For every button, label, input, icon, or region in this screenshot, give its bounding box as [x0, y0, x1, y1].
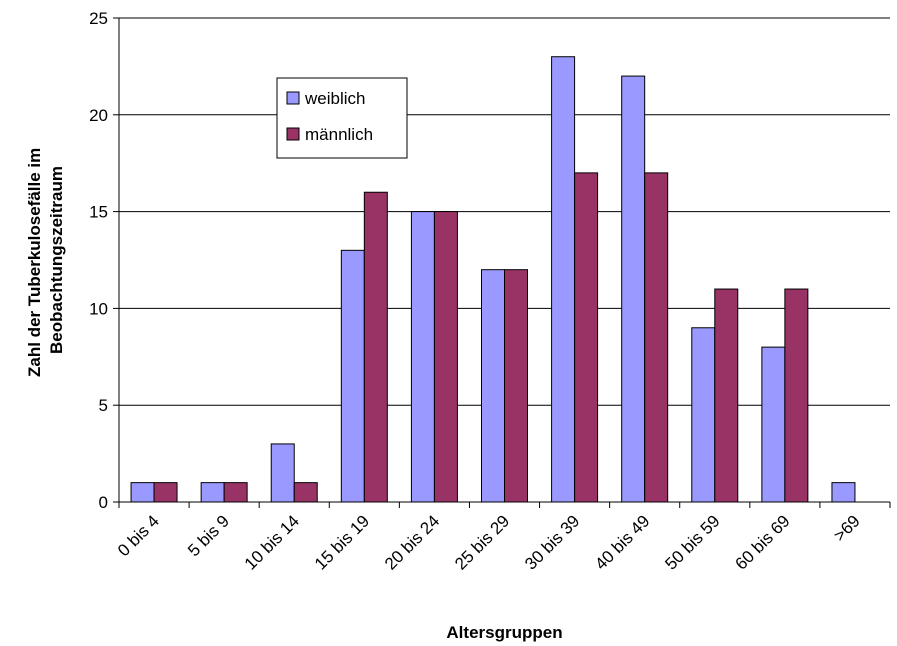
- x-tick-label-9: 60 bis 69: [731, 511, 793, 573]
- x-tick-label-3: 15 bis 19: [311, 511, 373, 573]
- bar-weiblich-9: [761, 346, 786, 503]
- bar-maennlich-5: [504, 269, 528, 503]
- legend-label-weiblich: weiblich: [304, 89, 365, 108]
- y-tick-label-25: 25: [89, 9, 108, 28]
- y-tick-label-20: 20: [89, 106, 108, 125]
- bar-maennlich-0: [153, 482, 178, 503]
- bar-weiblich-4: [410, 211, 435, 503]
- x-tick-label-0: 0 bis 4: [114, 511, 163, 560]
- y-tick-label-10: 10: [89, 299, 108, 318]
- x-axis-title: Altersgruppen: [446, 623, 562, 642]
- y-axis-title-line-1: Zahl der Tuberkulosefälle im: [25, 148, 44, 377]
- bar-weiblich-7: [621, 75, 646, 503]
- bar-maennlich-2: [293, 482, 318, 503]
- y-axis-title-line-2: Beobachtungszeitraum: [47, 166, 66, 354]
- legend: weiblich männlich: [276, 77, 408, 159]
- bar-weiblich-0: [130, 482, 155, 503]
- bar-weiblich-1: [200, 482, 225, 503]
- bar-weiblich-10: [831, 482, 856, 503]
- x-tick-label-4: 20 bis 24: [381, 511, 443, 573]
- bar-maennlich-9: [784, 288, 809, 503]
- legend-label-maennlich: männlich: [305, 125, 373, 144]
- bar-weiblich-8: [691, 327, 716, 503]
- x-tick-label-7: 40 bis 49: [591, 511, 653, 573]
- y-tick-labels: 0 5 10 15 20 25: [89, 9, 108, 512]
- bar-weiblich-3: [340, 249, 365, 503]
- bar-maennlich-6: [574, 172, 599, 503]
- x-tick-label-2: 10 bis 14: [241, 511, 303, 573]
- x-tick-label-1: 5 bis 9: [184, 511, 233, 560]
- x-tick-label-8: 50 bis 59: [661, 511, 723, 573]
- legend-box: [276, 77, 408, 159]
- bar-weiblich-6: [551, 56, 576, 503]
- bar-weiblich-2: [270, 443, 295, 503]
- y-tick-label-15: 15: [89, 203, 108, 222]
- bar-maennlich-7: [644, 172, 669, 503]
- bar-maennlich-1: [223, 482, 248, 503]
- x-tick-label-5: 25 bis 29: [451, 511, 513, 573]
- axes: [118, 18, 890, 503]
- legend-swatch-maennlich: [286, 127, 300, 141]
- x-tick-labels: 0 bis 4 5 bis 9 10 bis 14 15 bis 19 20 bis 2…: [114, 502, 891, 574]
- bar-weiblich-5: [481, 269, 505, 503]
- bar-maennlich-3: [363, 191, 388, 503]
- bar-maennlich-4: [433, 211, 458, 503]
- legend-swatch-weiblich: [286, 91, 300, 105]
- y-tick-label-5: 5: [99, 396, 108, 415]
- bar-maennlich-8: [714, 288, 739, 503]
- y-tick-label-0: 0: [99, 493, 108, 512]
- x-tick-label-10: >69: [830, 511, 864, 545]
- bars: [130, 56, 856, 503]
- x-tick-label-6: 30 bis 39: [521, 511, 583, 573]
- y-axis-title: Zahl der Tuberkulosefälle im Beobachtung…: [25, 143, 66, 377]
